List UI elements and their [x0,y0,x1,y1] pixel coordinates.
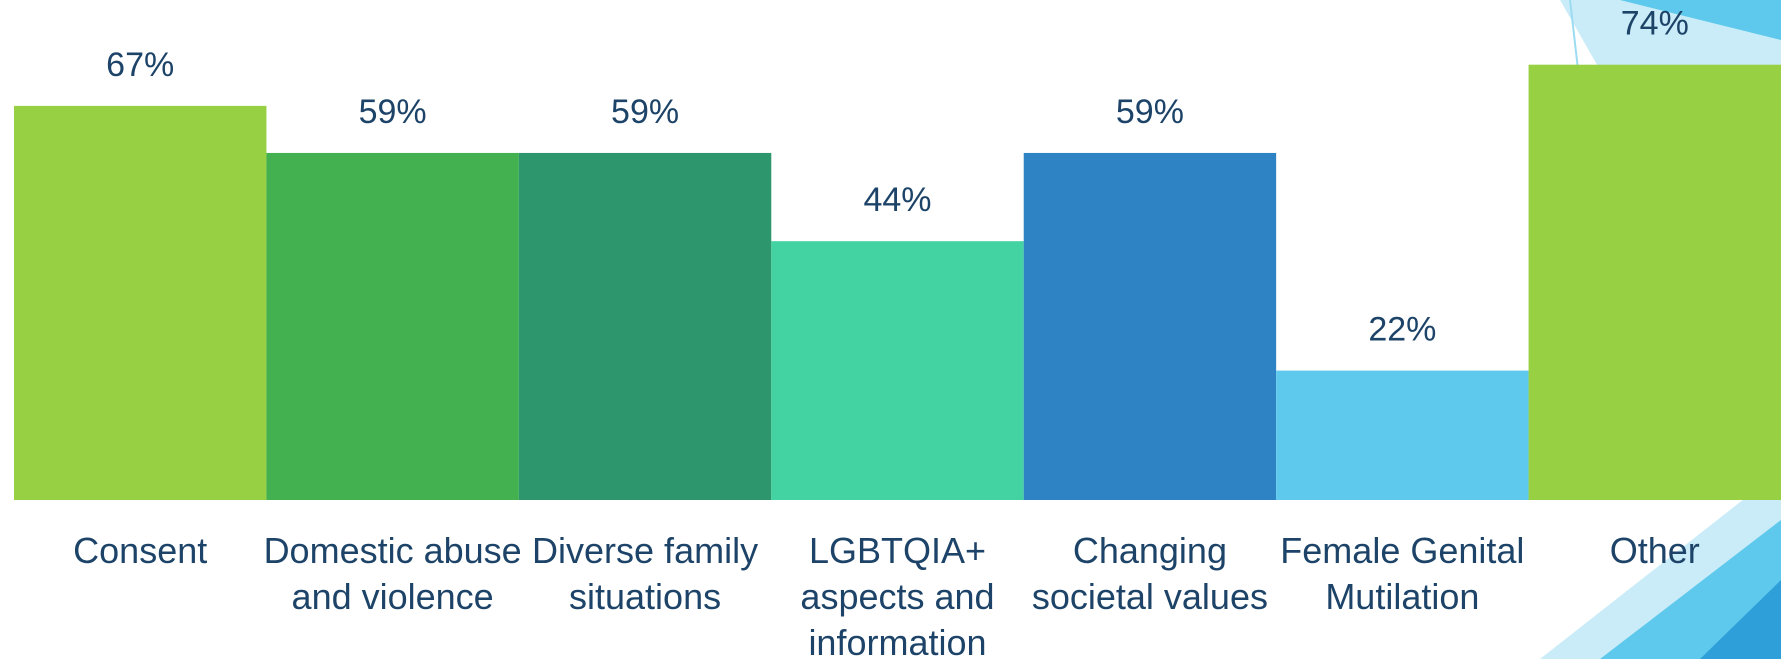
bar [519,153,771,500]
x-tick-label: LGBTQIA+ aspects and information [765,528,1029,659]
x-tick-label: Domestic abuse and violence [260,528,524,620]
data-label: 67% [106,46,174,84]
data-label: 59% [359,93,427,131]
x-tick-label: Other [1523,528,1781,574]
bar [1024,153,1276,500]
page: 67%59%59%44%59%22%74% (() => { const dat… [0,0,1781,659]
data-label: 74% [1621,5,1689,43]
bar [771,241,1023,500]
x-tick-label: Consent [8,528,272,574]
data-label: 22% [1368,311,1436,349]
x-tick-label: Diverse family situations [513,528,777,620]
x-tick-label: Female Genital Mutilation [1270,528,1534,620]
data-label: 59% [1116,93,1184,131]
x-tick-label: Changing societal values [1018,528,1282,620]
data-label: 44% [863,181,931,219]
bar [266,153,518,500]
data-label: 59% [611,93,679,131]
bar [14,106,266,500]
bar [1529,65,1781,500]
bar [1276,371,1528,500]
